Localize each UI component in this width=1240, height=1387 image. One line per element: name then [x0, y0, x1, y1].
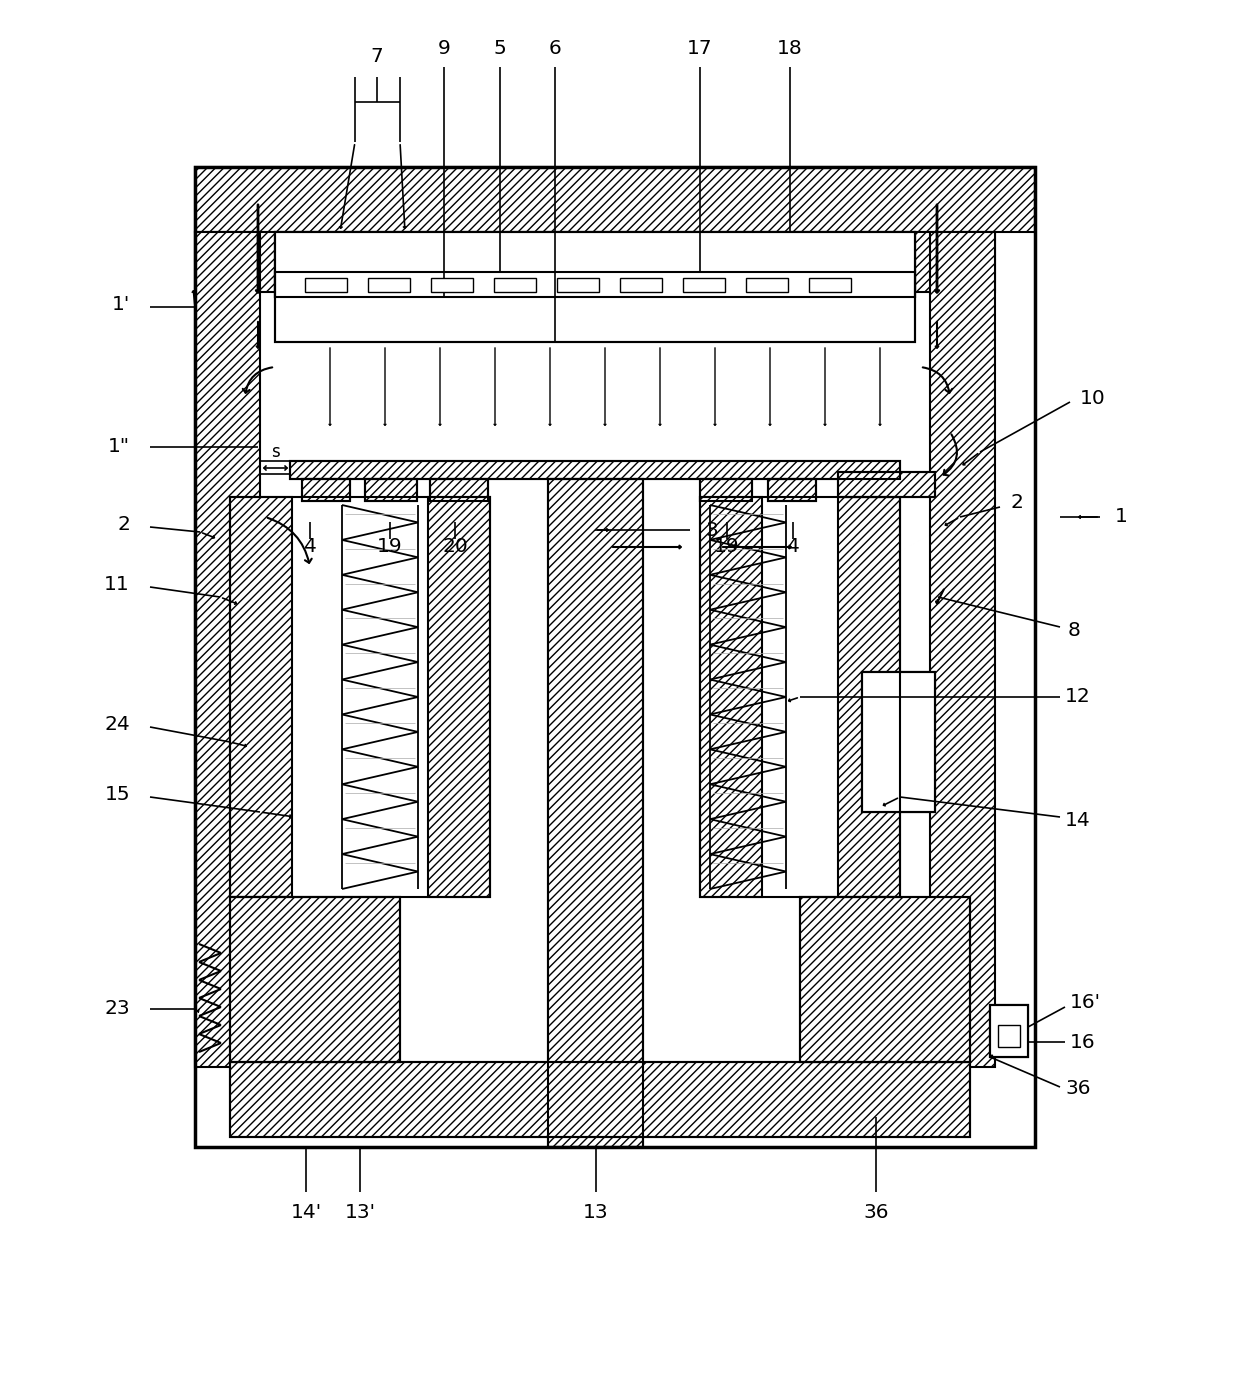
Bar [290, 460, 900, 479]
Text: 15: 15 [104, 785, 130, 804]
Bar [838, 472, 935, 497]
Bar [930, 232, 994, 1067]
Bar [430, 479, 489, 501]
Bar [275, 272, 915, 297]
Bar [548, 479, 644, 1147]
Bar [195, 166, 1035, 232]
Bar [305, 277, 347, 293]
Text: 16': 16' [1070, 993, 1101, 1011]
Bar [275, 232, 915, 343]
Text: 1: 1 [1115, 508, 1128, 527]
Bar [548, 479, 644, 1147]
Bar [998, 1025, 1021, 1047]
Bar [229, 497, 291, 897]
Bar [229, 897, 401, 1062]
Text: 18: 18 [777, 39, 802, 58]
Bar [303, 479, 350, 501]
Text: 12: 12 [1065, 688, 1091, 706]
Text: 36: 36 [1065, 1079, 1090, 1099]
Text: 14: 14 [1065, 810, 1091, 829]
Bar [428, 497, 490, 897]
Bar [368, 277, 410, 293]
Text: 19: 19 [714, 538, 740, 556]
Text: 11: 11 [104, 576, 130, 595]
Bar [768, 479, 816, 501]
Bar [990, 1006, 1028, 1057]
Bar [838, 472, 935, 497]
Bar [275, 232, 915, 297]
Bar [365, 479, 417, 501]
Bar [701, 497, 900, 897]
Text: 4: 4 [786, 538, 800, 556]
Text: 20: 20 [443, 538, 467, 556]
Text: 24: 24 [104, 714, 130, 734]
Text: 36: 36 [863, 1203, 889, 1222]
Bar [557, 277, 599, 293]
Bar [432, 277, 472, 293]
Bar [768, 479, 816, 501]
Text: 2: 2 [117, 516, 130, 534]
Text: 14': 14' [290, 1203, 321, 1222]
Text: 10: 10 [1080, 390, 1106, 409]
Bar [229, 497, 490, 897]
Text: 16: 16 [1070, 1032, 1096, 1051]
Text: 1": 1" [108, 437, 130, 456]
Bar [800, 897, 970, 1062]
Text: 23: 23 [104, 1000, 130, 1018]
Bar [229, 1062, 970, 1137]
Text: 13: 13 [583, 1203, 609, 1222]
Bar [430, 479, 489, 501]
Text: 19: 19 [377, 538, 403, 556]
Bar [701, 479, 751, 501]
Bar [303, 479, 350, 501]
Text: 6: 6 [548, 39, 562, 58]
Text: 8: 8 [1068, 620, 1081, 639]
Text: 9: 9 [438, 39, 450, 58]
Text: 1': 1' [112, 295, 130, 315]
Bar [275, 232, 915, 343]
Bar [862, 671, 935, 811]
Bar [746, 277, 787, 293]
Bar [290, 460, 900, 479]
Bar [990, 1006, 1028, 1057]
Bar [195, 232, 275, 293]
Bar [862, 671, 935, 811]
Bar [808, 277, 851, 293]
Text: 17: 17 [687, 39, 713, 58]
Bar [620, 277, 662, 293]
Bar [701, 497, 763, 897]
Bar [838, 497, 900, 897]
Text: s: s [270, 442, 279, 460]
Bar [229, 1062, 970, 1137]
Text: 4: 4 [304, 538, 316, 556]
Bar [494, 277, 536, 293]
Bar [229, 897, 401, 1062]
Bar [701, 479, 751, 501]
Text: 3: 3 [706, 520, 718, 540]
Bar [800, 897, 970, 1062]
Text: 13': 13' [345, 1203, 376, 1222]
Bar [275, 272, 915, 297]
Text: 2: 2 [1011, 492, 1023, 512]
Bar [915, 232, 994, 293]
Text: 5: 5 [494, 39, 506, 58]
Bar [862, 671, 935, 811]
Bar [990, 1006, 1028, 1057]
Bar [195, 232, 260, 1067]
Bar [195, 166, 1035, 1147]
Text: 7: 7 [371, 47, 383, 67]
Bar [683, 277, 725, 293]
Bar [365, 479, 417, 501]
